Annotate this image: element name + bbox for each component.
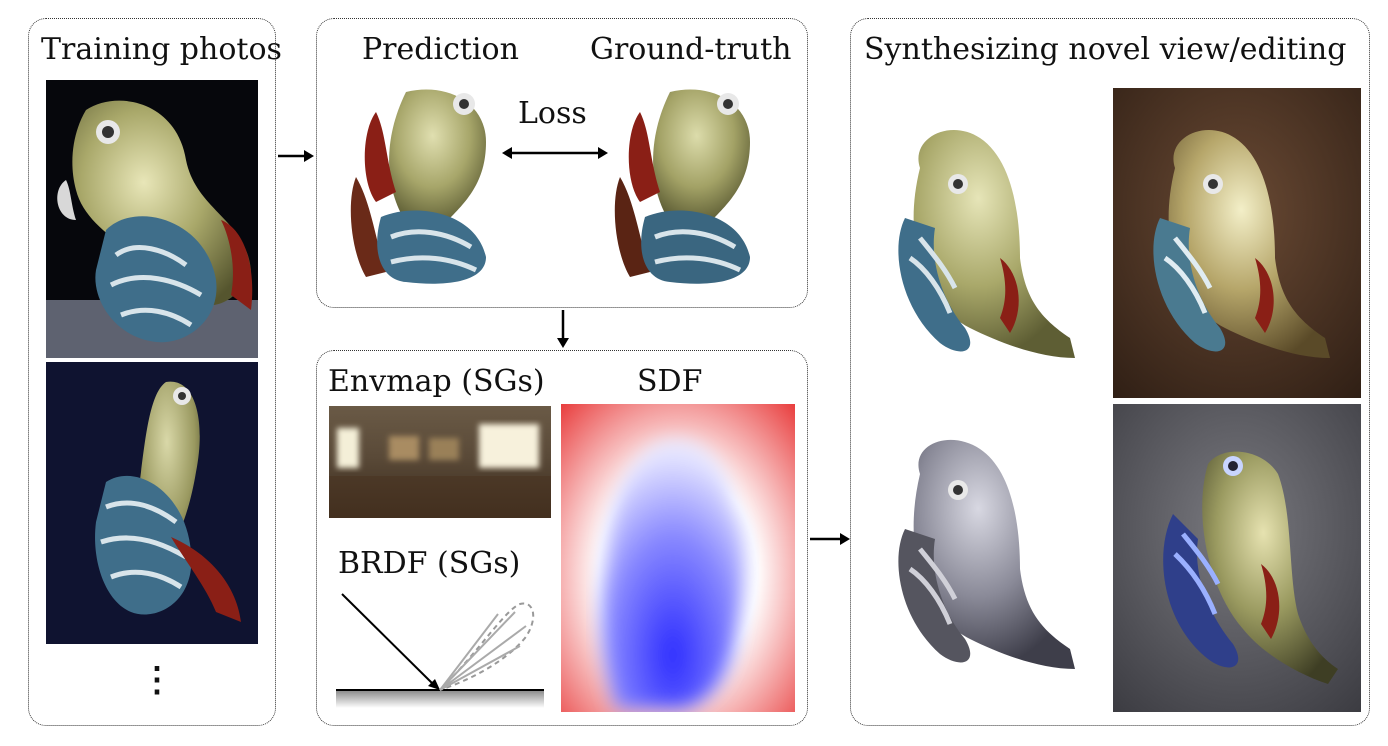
- arrow-representation-to-synthesis: [810, 533, 850, 545]
- relit-gray-bg: [1113, 404, 1361, 712]
- training-photo-1: [46, 80, 258, 358]
- prediction-render: [346, 82, 496, 288]
- brdf-label: BRDF (SGs): [338, 546, 521, 581]
- more-photos-ellipsis: ⋮: [140, 660, 174, 700]
- arrow-loss-to-representation: [557, 310, 569, 348]
- training-photos-panel: [28, 18, 276, 726]
- training-photos-title: Training photos: [41, 32, 282, 67]
- material-edit-white-bg: [860, 404, 1106, 712]
- sdf-label: SDF: [637, 364, 703, 399]
- training-photo-2: [46, 362, 258, 644]
- prediction-label: Prediction: [362, 32, 519, 67]
- loss-double-arrow: [502, 147, 608, 159]
- loss-panel: [316, 18, 808, 308]
- novel-view-white-bg: [860, 88, 1106, 398]
- sdf-image: [561, 404, 795, 712]
- synthesis-panel: [850, 18, 1370, 726]
- groundtruth-photo: [610, 82, 760, 288]
- envmap-label: Envmap (SGs): [328, 364, 545, 399]
- synthesis-title: Synthesizing novel view/editing: [864, 32, 1347, 67]
- groundtruth-label: Ground-truth: [590, 32, 792, 67]
- brdf-diagram: [330, 590, 548, 712]
- representation-panel: [316, 350, 808, 726]
- arrow-training-to-prediction: [278, 150, 314, 162]
- envmap-image: [329, 406, 551, 518]
- loss-label: Loss: [518, 96, 587, 131]
- relit-brown-bg: [1113, 88, 1361, 398]
